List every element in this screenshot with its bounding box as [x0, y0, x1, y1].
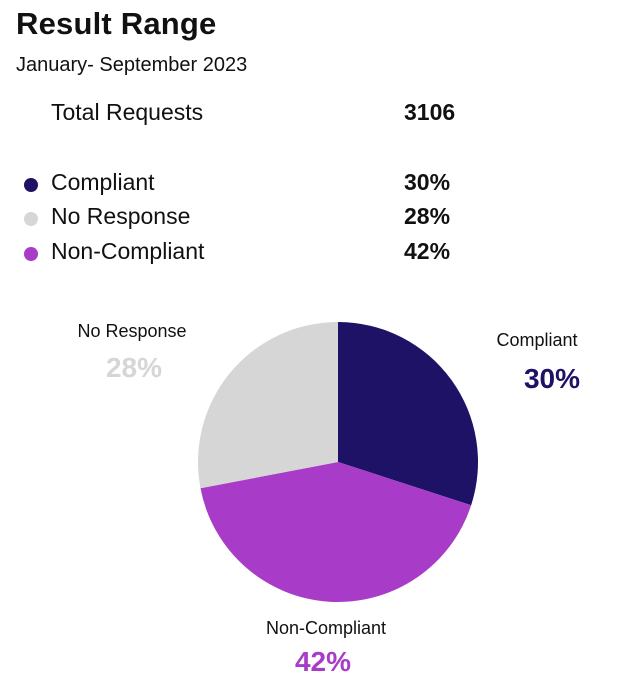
page-subtitle: January- September 2023 [16, 54, 248, 76]
pie-chart: Compliant 30% Non-Compliant 42% No Response 2… [77, 321, 580, 677]
legend-label: No Response [51, 203, 191, 229]
legend-item-non-compliant: Non-Compliant 42% [24, 238, 484, 268]
legend-label: Non-Compliant [51, 238, 205, 264]
total-requests-row: Total Requests 3106 [24, 99, 484, 129]
pie-label-value: 42% [295, 646, 351, 677]
pie-label-value: 28% [106, 352, 162, 383]
legend-swatch [24, 178, 38, 192]
pie-label-name: Non-Compliant [266, 618, 386, 638]
legend-swatch [24, 212, 38, 226]
legend-label: Compliant [51, 169, 155, 195]
legend-value: 28% [404, 203, 451, 229]
total-requests-label: Total Requests [51, 99, 204, 125]
legend-swatch [24, 247, 38, 261]
total-requests-value: 3106 [404, 99, 456, 125]
pie-label-value: 30% [524, 363, 580, 394]
pie-label-name: Compliant [496, 330, 577, 350]
page-title: Result Range [16, 6, 217, 41]
pie-slice-no-response [198, 322, 338, 489]
legend-value: 42% [404, 238, 451, 264]
pie-slice-non-compliant [200, 462, 472, 603]
legend-item-no-response: No Response 28% [24, 203, 484, 233]
legend-value: 30% [404, 169, 451, 195]
pie-chart-container: Compliant 30% Non-Compliant 42% No Response 2… [0, 290, 619, 679]
pie-slice-compliant [338, 322, 479, 506]
legend-item-compliant: Compliant 30% [24, 169, 484, 199]
pie-label-name: No Response [77, 321, 186, 341]
